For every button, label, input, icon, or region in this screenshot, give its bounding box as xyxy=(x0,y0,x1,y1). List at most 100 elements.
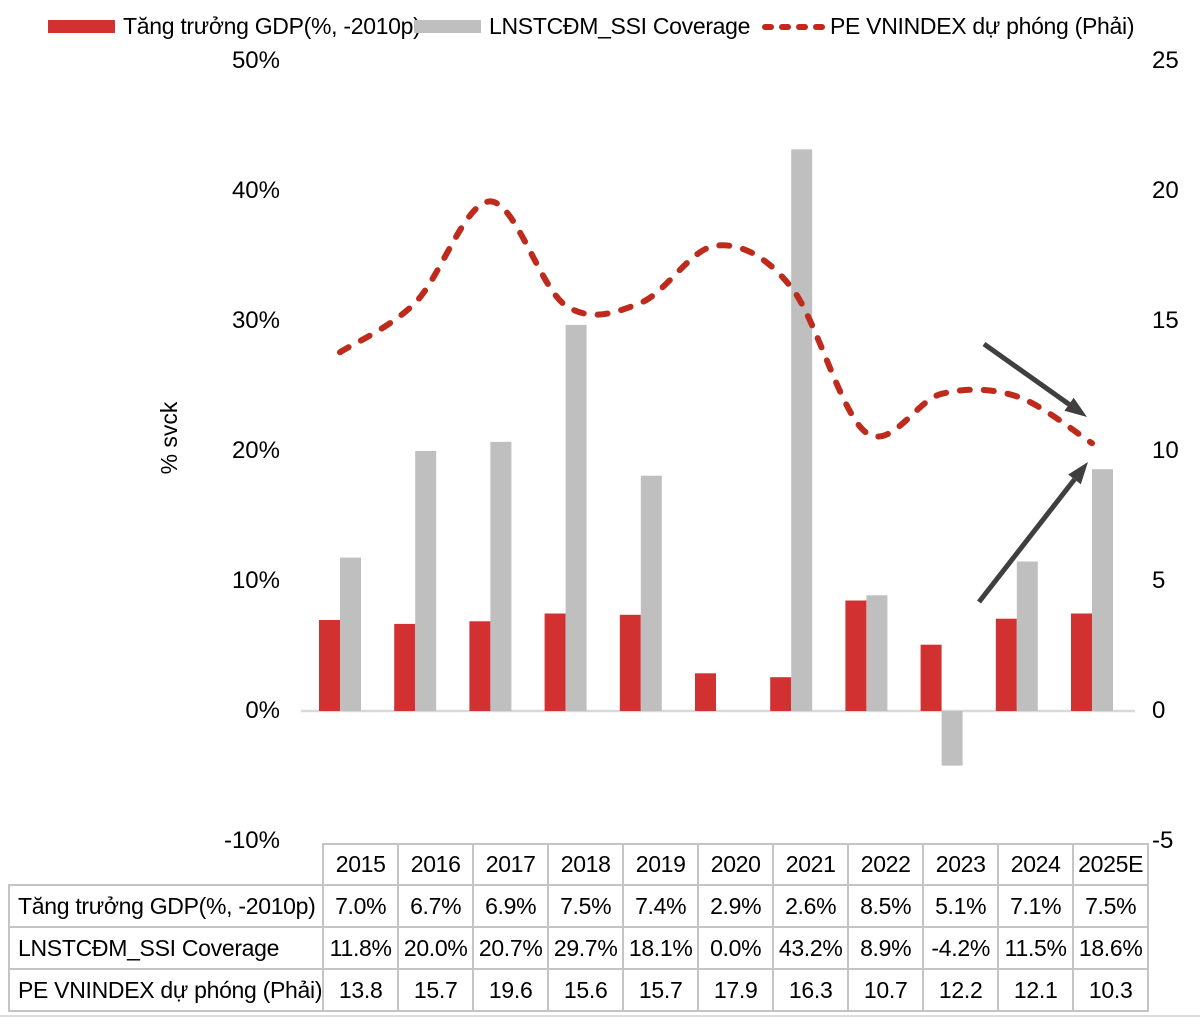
year-header-cell: 2023 xyxy=(922,843,1000,886)
left-axis-tick: 0% xyxy=(245,697,280,724)
legend-swatch-gdp xyxy=(48,20,115,33)
value-cell: 8.5% xyxy=(847,884,925,928)
left-axis-tick: 10% xyxy=(231,567,280,594)
value-cell: 8.9% xyxy=(847,926,925,970)
value-cell: 15.7 xyxy=(397,968,475,1012)
value-cell: 7.5% xyxy=(1072,884,1150,928)
gdp-bar-2023 xyxy=(920,644,942,711)
year-header-cell: 2024 xyxy=(997,843,1075,886)
left-axis-tick: 40% xyxy=(231,177,280,204)
left-axis-tick: -10% xyxy=(223,827,280,854)
right-axis-tick: 20 xyxy=(1152,177,1179,204)
year-header-cell: 2022 xyxy=(847,843,925,886)
value-cell: 10.7 xyxy=(847,968,925,1012)
year-header-cell: 2016 xyxy=(397,843,475,886)
legend-label: LNSTCĐM_SSI Coverage xyxy=(489,13,751,39)
coverage-bar-2023 xyxy=(941,711,963,766)
gdp-bar-2016 xyxy=(394,623,416,711)
coverage-bar-2017 xyxy=(490,441,512,711)
left-axis-tick: 20% xyxy=(231,437,280,464)
coverage-bar-2016 xyxy=(415,451,437,711)
legend-swatch-pe-dashed-line xyxy=(762,20,825,33)
legend-swatch-coverage xyxy=(414,20,481,33)
value-cell: 15.7 xyxy=(622,968,700,1012)
coverage-bar-2022 xyxy=(866,595,888,711)
value-cell: 7.0% xyxy=(322,884,400,928)
year-header-cell: 2015 xyxy=(322,843,400,886)
value-cell: 7.1% xyxy=(997,884,1075,928)
gdp-bar-2020 xyxy=(695,673,716,711)
value-cell: 6.7% xyxy=(397,884,475,928)
value-cell: 12.2 xyxy=(922,968,1000,1012)
gdp-bar-2019 xyxy=(619,614,641,711)
value-cell: 29.7% xyxy=(547,926,625,970)
gdp-bar-2022 xyxy=(845,600,867,711)
value-cell: 20.0% xyxy=(397,926,475,970)
value-cell: 2.6% xyxy=(772,884,850,928)
value-cell: 15.6 xyxy=(547,968,625,1012)
down-arrow-head xyxy=(1064,397,1087,417)
value-cell: 18.1% xyxy=(622,926,700,970)
value-cell: 7.4% xyxy=(622,884,700,928)
gdp-bar-2017 xyxy=(469,621,491,711)
pe-line xyxy=(337,198,1095,447)
value-cell: 18.6% xyxy=(1072,926,1150,970)
year-header-cell: 2025E xyxy=(1072,843,1150,886)
coverage-bar-2025E xyxy=(1092,469,1113,711)
coverage-bar-2024 xyxy=(1016,561,1038,711)
value-cell: 13.8 xyxy=(322,968,400,1012)
down-arrow-shaft xyxy=(982,341,1071,407)
dash-icon xyxy=(762,23,774,30)
value-cell: 0.0% xyxy=(697,926,775,970)
up-arrow-head xyxy=(1068,462,1088,485)
gdp-bar-2021 xyxy=(770,677,792,711)
figure-bottom-divider xyxy=(0,1015,1200,1017)
dash-icon xyxy=(779,23,791,30)
value-cell: 16.3 xyxy=(772,968,850,1012)
table-corner-cell xyxy=(9,844,323,885)
left-axis-tick: 50% xyxy=(231,47,280,74)
year-header-cell: 2019 xyxy=(622,843,700,886)
year-header-cell: 2021 xyxy=(772,843,850,886)
dash-icon xyxy=(813,23,825,30)
coverage-bar-2021 xyxy=(791,149,813,711)
table-row: LNSTCĐM_SSI Coverage 11.8% 20.0% 20.7% 29.7%… xyxy=(7,926,1150,970)
coverage-bar-2018 xyxy=(565,324,587,711)
left-axis-tick: 30% xyxy=(231,307,280,334)
gdp-bar-2024 xyxy=(995,618,1017,711)
year-header-cell: 2017 xyxy=(472,843,550,886)
table-row: PE VNINDEX dự phóng (Phải) 13.8 15.7 19.6 15… xyxy=(7,968,1150,1012)
dash-icon xyxy=(796,23,808,30)
right-axis-tick: 15 xyxy=(1152,307,1179,334)
gdp-bar-2015 xyxy=(319,620,340,711)
table-row: Tăng trưởng GDP(%, -2010p) 7.0% 6.7% 6.9% 7.… xyxy=(7,884,1150,928)
legend-label: Tăng trưởng GDP(%, -2010p) xyxy=(123,13,421,39)
value-cell: 5.1% xyxy=(922,884,1000,928)
value-cell: -4.2% xyxy=(922,926,1000,970)
year-header-cell: 2020 xyxy=(697,843,775,886)
value-cell: 17.9 xyxy=(697,968,775,1012)
right-axis-tick: 0 xyxy=(1152,697,1166,724)
up-arrow-shaft xyxy=(977,477,1077,604)
legend-label: PE VNINDEX dự phóng (Phải) xyxy=(830,13,1135,39)
value-cell: 6.9% xyxy=(472,884,550,928)
right-axis-tick: 10 xyxy=(1152,437,1179,464)
value-cell: 11.8% xyxy=(322,926,400,970)
year-header-cell: 2018 xyxy=(547,843,625,886)
right-axis-tick: 5 xyxy=(1152,567,1166,594)
data-table: 2015 2016 2017 2018 2019 2020 2021 2022 2023 2024… xyxy=(7,843,1150,1012)
gdp-bar-2018 xyxy=(544,613,566,711)
right-axis-tick: 25 xyxy=(1152,47,1179,74)
gdp-bar-2025E xyxy=(1071,613,1092,711)
value-cell: 2.9% xyxy=(697,884,775,928)
right-axis-tick: -5 xyxy=(1152,827,1174,854)
coverage-bar-2019 xyxy=(640,475,662,711)
row-label-cell: PE VNINDEX dự phóng (Phải) xyxy=(7,968,325,1012)
row-label-cell: LNSTCĐM_SSI Coverage xyxy=(7,926,325,970)
value-cell: 43.2% xyxy=(772,926,850,970)
value-cell: 12.1 xyxy=(997,968,1075,1012)
coverage-bar-2015 xyxy=(340,557,361,711)
row-label-cell: Tăng trưởng GDP(%, -2010p) xyxy=(7,884,325,928)
